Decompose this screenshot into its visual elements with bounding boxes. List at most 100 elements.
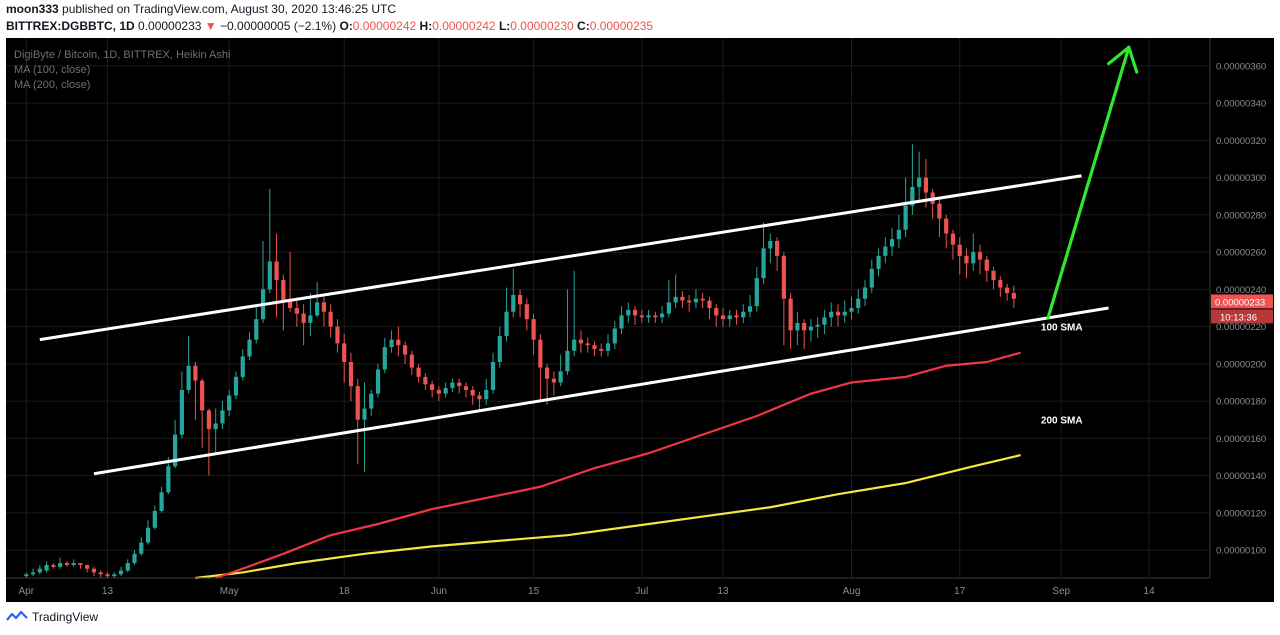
candle-body <box>348 362 354 387</box>
time-tick-label: 18 <box>339 586 351 597</box>
price-tick-label: 0.00000260 <box>1216 248 1266 259</box>
last-price: 0.00000233 <box>138 19 202 33</box>
candle-body <box>213 423 218 430</box>
low-value: 0.00000230 <box>510 19 574 33</box>
price-tick-label: 0.00000100 <box>1216 546 1266 557</box>
candle-body <box>856 298 861 308</box>
candle-body <box>247 339 252 357</box>
legend-title[interactable]: DigiByte / Bitcoin, 1D, BITTREX, Heikin … <box>14 49 231 61</box>
candle-body <box>842 311 847 316</box>
candle-body <box>883 246 888 256</box>
chart-panel[interactable]: 100 SMA 200 SMA 0.00000100 0.00000120 0.000… <box>6 38 1274 602</box>
candle-body <box>254 319 259 340</box>
candle-body <box>463 386 469 390</box>
candle-body <box>910 186 915 206</box>
candle-body <box>876 255 881 269</box>
candle-body <box>741 311 746 318</box>
candle-body <box>186 365 191 390</box>
candle-body <box>173 434 178 467</box>
publish-info: moon333 published on TradingView.com, Au… <box>6 2 396 16</box>
channel-line-1 <box>39 174 1082 342</box>
candle-body <box>869 268 874 288</box>
candle-body <box>964 255 969 264</box>
change-down-icon: ▼ <box>204 19 217 33</box>
candle-body <box>118 570 124 575</box>
candle-body <box>585 343 590 346</box>
candle-body <box>37 568 42 573</box>
legend-ma100[interactable]: MA (100, close) <box>14 64 91 76</box>
price-tick-label: 0.00000340 <box>1216 99 1266 110</box>
candle-body <box>761 248 766 279</box>
annotation-label: 200 SMA <box>1041 415 1083 426</box>
candle-body <box>788 298 793 331</box>
candle-body <box>632 309 638 316</box>
candle-body <box>335 326 340 344</box>
candle-body <box>436 389 441 394</box>
footer-branding: TradingView <box>6 610 98 624</box>
candle-body <box>937 203 942 219</box>
candle-body <box>815 324 820 327</box>
candle-body <box>105 574 110 577</box>
axes: 0.00000100 0.00000120 0.00000140 0.00000160… <box>6 38 1273 597</box>
candle-body <box>457 382 462 387</box>
candle-body <box>112 574 117 577</box>
price-tick-label: 0.00000320 <box>1216 136 1266 147</box>
candle-body <box>944 218 949 234</box>
candle-body <box>727 315 732 320</box>
candle-body <box>64 563 69 565</box>
high-value: 0.00000242 <box>432 19 496 33</box>
symbol-label: BITTREX:DGBBTC, 1D <box>6 19 135 33</box>
candle-body <box>220 410 225 424</box>
candle-body <box>687 300 692 303</box>
candle-body <box>430 384 435 390</box>
candle-body <box>145 527 151 543</box>
candle-body <box>355 386 360 420</box>
candle-body <box>917 177 922 187</box>
price-tick-label: 0.00000180 <box>1216 397 1266 408</box>
drawings: 100 SMA 200 SMA <box>39 45 1139 476</box>
candle-body <box>889 239 895 247</box>
time-tick-label: Apr <box>19 586 35 597</box>
price-tick-label: 0.00000120 <box>1216 508 1266 519</box>
candle-body <box>998 280 1003 288</box>
candle-body <box>626 309 631 316</box>
candle-body <box>85 564 90 569</box>
candle-body <box>714 308 719 316</box>
candle-body <box>558 371 563 383</box>
candle-body <box>227 395 232 411</box>
candle-body <box>382 347 387 370</box>
candle-body <box>950 233 956 245</box>
price-tick-label: 0.00000220 <box>1216 322 1266 333</box>
close-label: C: <box>577 19 590 33</box>
candle-body <box>660 313 665 318</box>
candle-body <box>71 563 76 565</box>
candle-body <box>396 339 401 346</box>
publisher-name[interactable]: moon333 <box>6 2 59 16</box>
candle-body <box>58 563 63 567</box>
high-label: H: <box>419 19 433 33</box>
time-tick-label: Jun <box>431 586 447 597</box>
candle-body <box>984 259 989 271</box>
candle-body <box>240 356 245 377</box>
candle-body <box>78 563 83 565</box>
candle-body <box>402 345 408 355</box>
close-value: 0.00000235 <box>589 19 654 33</box>
candle-body <box>179 389 184 435</box>
candle-body <box>795 322 800 331</box>
candle-body <box>321 302 327 312</box>
price-change: −0.00000005 (−2.1%) <box>220 19 337 33</box>
candle-body <box>294 308 299 314</box>
candle-body <box>673 296 678 303</box>
candle-body <box>30 572 36 575</box>
candle-body <box>734 315 739 318</box>
candle-body <box>680 296 685 301</box>
candle-body <box>991 270 996 281</box>
symbol-ohlc-line: BITTREX:DGBBTC, 1D 0.00000233 ▼ −0.00000… <box>6 19 653 33</box>
grid <box>6 38 1210 578</box>
candles-group <box>24 144 1016 578</box>
candle-body <box>416 367 421 377</box>
legend-ma200[interactable]: MA (200, close) <box>14 79 91 91</box>
candle-body <box>781 255 786 299</box>
footer-brand[interactable]: TradingView <box>32 610 99 624</box>
